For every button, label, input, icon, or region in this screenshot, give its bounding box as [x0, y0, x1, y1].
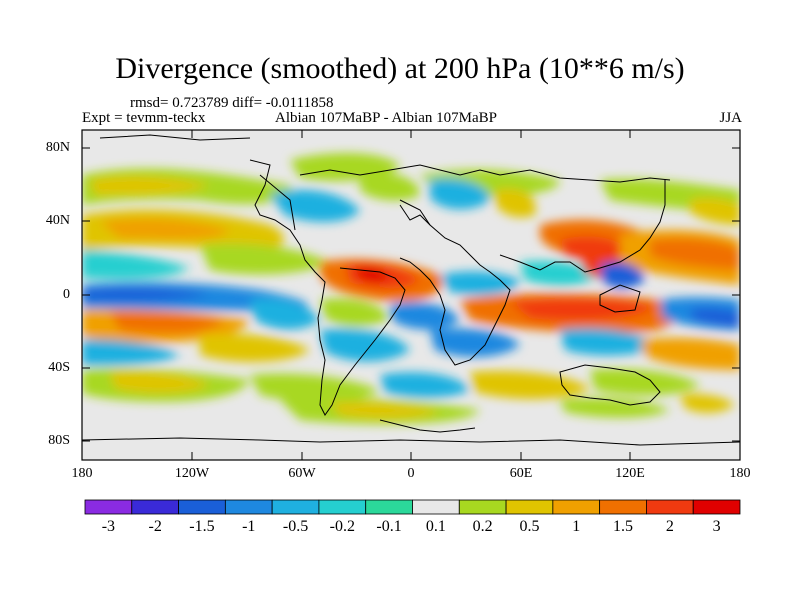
period-label: Albian 107MaBP - Albian 107MaBP — [275, 110, 497, 126]
season-label: JJA — [719, 110, 742, 126]
colorbar-label: 3 — [712, 518, 721, 535]
colorbar-label: -3 — [101, 518, 116, 535]
axis-ticks — [81, 130, 741, 460]
colorbar-label: 0.2 — [472, 518, 493, 535]
y-tick-label: 40N — [45, 213, 70, 228]
x-tick-label: 60W — [288, 466, 316, 481]
x-tick-label: 180 — [71, 466, 93, 481]
y-tick-label: 40S — [48, 360, 70, 375]
colorbar-swatch — [692, 499, 741, 515]
colorbar-swatch — [365, 499, 413, 515]
colorbar-swatch — [271, 499, 320, 515]
y-tick-label: 80S — [48, 433, 70, 448]
plot-title: Divergence (smoothed) at 200 hPa (10**6 … — [115, 52, 685, 85]
coastlines — [82, 134, 740, 446]
colorbar-label: -2 — [148, 518, 162, 535]
colorbar-swatch — [224, 499, 273, 515]
colorbar-swatch — [318, 499, 367, 515]
colorbar-label: 1.5 — [613, 518, 634, 535]
y-tick-label: 80N — [45, 140, 70, 155]
colorbar-swatch — [458, 499, 507, 515]
colorbar-label: 2 — [665, 518, 674, 535]
colorbar-label: -0.2 — [329, 518, 355, 535]
colorbar-label: -0.1 — [376, 518, 402, 535]
colorbar-label: 0.1 — [425, 518, 446, 535]
colorbar — [84, 499, 741, 515]
x-tick-label: 60E — [509, 466, 533, 481]
experiment-label: Expt = tevmm-teckx — [82, 110, 206, 126]
colorbar-swatch — [131, 499, 179, 515]
colorbar-swatch — [505, 499, 554, 515]
colorbar-label: -1.5 — [189, 518, 215, 535]
x-tick-label: 120W — [174, 466, 210, 481]
colorbar-swatch — [552, 499, 601, 515]
x-tick-label: 120E — [615, 466, 645, 481]
colorbar-swatch — [646, 499, 694, 515]
colorbar-swatch — [412, 499, 460, 515]
x-tick-label: 0 — [407, 466, 415, 481]
colorbar-swatch — [599, 499, 647, 515]
colorbar-swatch — [178, 499, 226, 515]
colorbar-label: -1 — [242, 518, 256, 535]
y-tick-label: 0 — [63, 287, 70, 302]
stats-label: rmsd= 0.723789 diff= -0.0111858 — [130, 95, 334, 111]
x-tick-label: 180 — [729, 466, 751, 481]
colorbar-label: 0.5 — [519, 518, 540, 535]
colorbar-label: -0.5 — [282, 518, 309, 535]
colorbar-label: 1 — [572, 518, 581, 535]
colorbar-swatch — [84, 499, 133, 515]
divergence-field — [82, 130, 740, 460]
